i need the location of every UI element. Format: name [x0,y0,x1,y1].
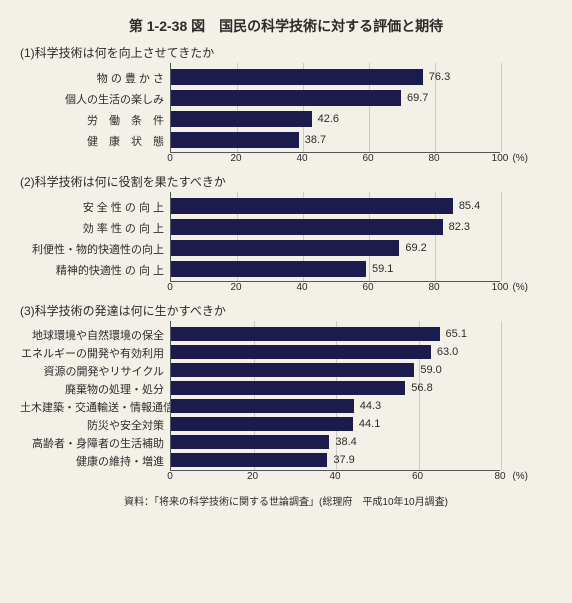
bar-row: 85.4 [171,198,500,214]
bar [171,363,414,377]
bar-chart: 安 全 性 の 向 上効 率 性 の 向 上利便性・物的快適性の向上精神的快適性… [20,192,552,296]
x-tick: 20 [247,471,258,482]
x-axis: 020406080100(%) [170,282,500,296]
bar-value: 63.0 [437,346,458,358]
category-label: 廃棄物の処理・処分 [20,381,170,399]
bar [171,240,399,256]
bar [171,327,440,341]
bar-value: 56.8 [411,382,432,394]
category-label: 土木建築・交通輸送・情報通信 [20,399,170,417]
bar [171,417,353,431]
bar-value: 38.7 [305,134,326,146]
bar-value: 44.1 [359,418,380,430]
x-tick: 40 [296,282,307,293]
bar-row: 38.4 [171,435,500,449]
unit-label: (%) [512,282,528,293]
bar-value: 69.2 [405,242,426,254]
bar-row: 37.9 [171,453,500,467]
x-tick: 20 [230,282,241,293]
bar-row: 69.7 [171,90,500,106]
category-label: 資源の開発やリサイクル [20,363,170,381]
unit-label: (%) [512,471,528,482]
bar-row: 76.3 [171,69,500,85]
charts-container: (1)科学技術は何を向上させてきたか物 の 豊 か さ個人の生活の楽しみ労 働 … [20,44,552,485]
bar-value: 44.3 [360,400,381,412]
bar-row: 59.0 [171,363,500,377]
bar [171,381,405,395]
bar-value: 82.3 [449,221,470,233]
bar-chart: 地球環境や自然環境の保全エネルギーの開発や有効利用資源の開発やリサイクル廃棄物の… [20,321,552,485]
category-label: 安 全 性 の 向 上 [20,198,170,219]
bar-row: 38.7 [171,132,500,148]
figure-title: 第 1-2-38 図 国民の科学技術に対する評価と期待 [20,16,552,36]
x-tick: 100 [492,282,509,293]
chart-subtitle: (3)科学技術の発達は何に生かすべきか [20,302,552,319]
category-label: 労 働 条 件 [20,111,170,132]
bar-row: 44.3 [171,399,500,413]
x-tick: 0 [167,282,173,293]
category-label: 地球環境や自然環境の保全 [20,327,170,345]
category-label: 高齢者・身障者の生活補助 [20,435,170,453]
bar-value: 38.4 [335,436,356,448]
gridline [501,321,502,470]
source-note: 資料：「将来の科学技術に関する世論調査」(総理府 平成10年10月調査) [20,493,552,508]
bar-value: 85.4 [459,200,480,212]
bar [171,399,354,413]
unit-label: (%) [512,153,528,164]
x-axis: 020406080100(%) [170,153,500,167]
bar [171,261,366,277]
gridline [501,192,502,281]
chart-subtitle: (2)科学技術は何に役割を果たすべきか [20,173,552,190]
bar-row: 56.8 [171,381,500,395]
category-label: 健 康 状 態 [20,132,170,153]
x-tick: 40 [329,471,340,482]
bar [171,219,443,235]
bar-row: 42.6 [171,111,500,127]
bar [171,435,329,449]
category-label: 精神的快適性 の 向 上 [20,261,170,282]
bar-value: 42.6 [318,113,339,125]
x-tick: 100 [492,153,509,164]
chart-subtitle: (1)科学技術は何を向上させてきたか [20,44,552,61]
bar-row: 65.1 [171,327,500,341]
gridline [501,63,502,152]
x-tick: 40 [296,153,307,164]
x-tick: 80 [494,471,505,482]
x-axis: 020406080(%) [170,471,500,485]
bar-value: 65.1 [446,328,467,340]
bar-value: 59.0 [420,364,441,376]
category-label: 防災や安全対策 [20,417,170,435]
bar-row: 69.2 [171,240,500,256]
x-tick: 20 [230,153,241,164]
bar [171,345,431,359]
bar [171,198,453,214]
bar-row: 82.3 [171,219,500,235]
bar [171,69,423,85]
x-tick: 60 [412,471,423,482]
bar-row: 63.0 [171,345,500,359]
bar-value: 76.3 [429,71,450,83]
x-tick: 80 [428,153,439,164]
category-label: 個人の生活の楽しみ [20,90,170,111]
category-label: 利便性・物的快適性の向上 [20,240,170,261]
x-tick: 60 [362,153,373,164]
bar-row: 59.1 [171,261,500,277]
bar-value: 59.1 [372,263,393,275]
x-tick: 0 [167,471,173,482]
category-label: エネルギーの開発や有効利用 [20,345,170,363]
category-label: 健康の維持・増進 [20,453,170,471]
x-tick: 0 [167,153,173,164]
bar-value: 37.9 [333,454,354,466]
bar-chart: 物 の 豊 か さ個人の生活の楽しみ労 働 条 件健 康 状 態 76.369.7… [20,63,552,167]
category-label: 物 の 豊 か さ [20,69,170,90]
bar-row: 44.1 [171,417,500,431]
x-tick: 80 [428,282,439,293]
bar [171,90,401,106]
category-label: 効 率 性 の 向 上 [20,219,170,240]
bar-value: 69.7 [407,92,428,104]
bar [171,111,312,127]
bar [171,132,299,148]
x-tick: 60 [362,282,373,293]
bar [171,453,327,467]
